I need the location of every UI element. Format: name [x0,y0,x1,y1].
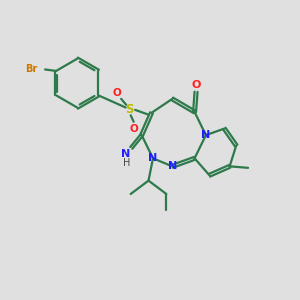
Text: O: O [129,124,138,134]
Text: S: S [125,103,134,116]
Text: N: N [148,153,158,163]
Text: O: O [191,80,201,90]
Text: Br: Br [26,64,38,74]
Text: N: N [121,149,130,160]
Text: H: H [123,158,130,168]
Text: N: N [201,130,211,140]
Text: N: N [168,161,177,171]
Text: O: O [112,88,121,98]
